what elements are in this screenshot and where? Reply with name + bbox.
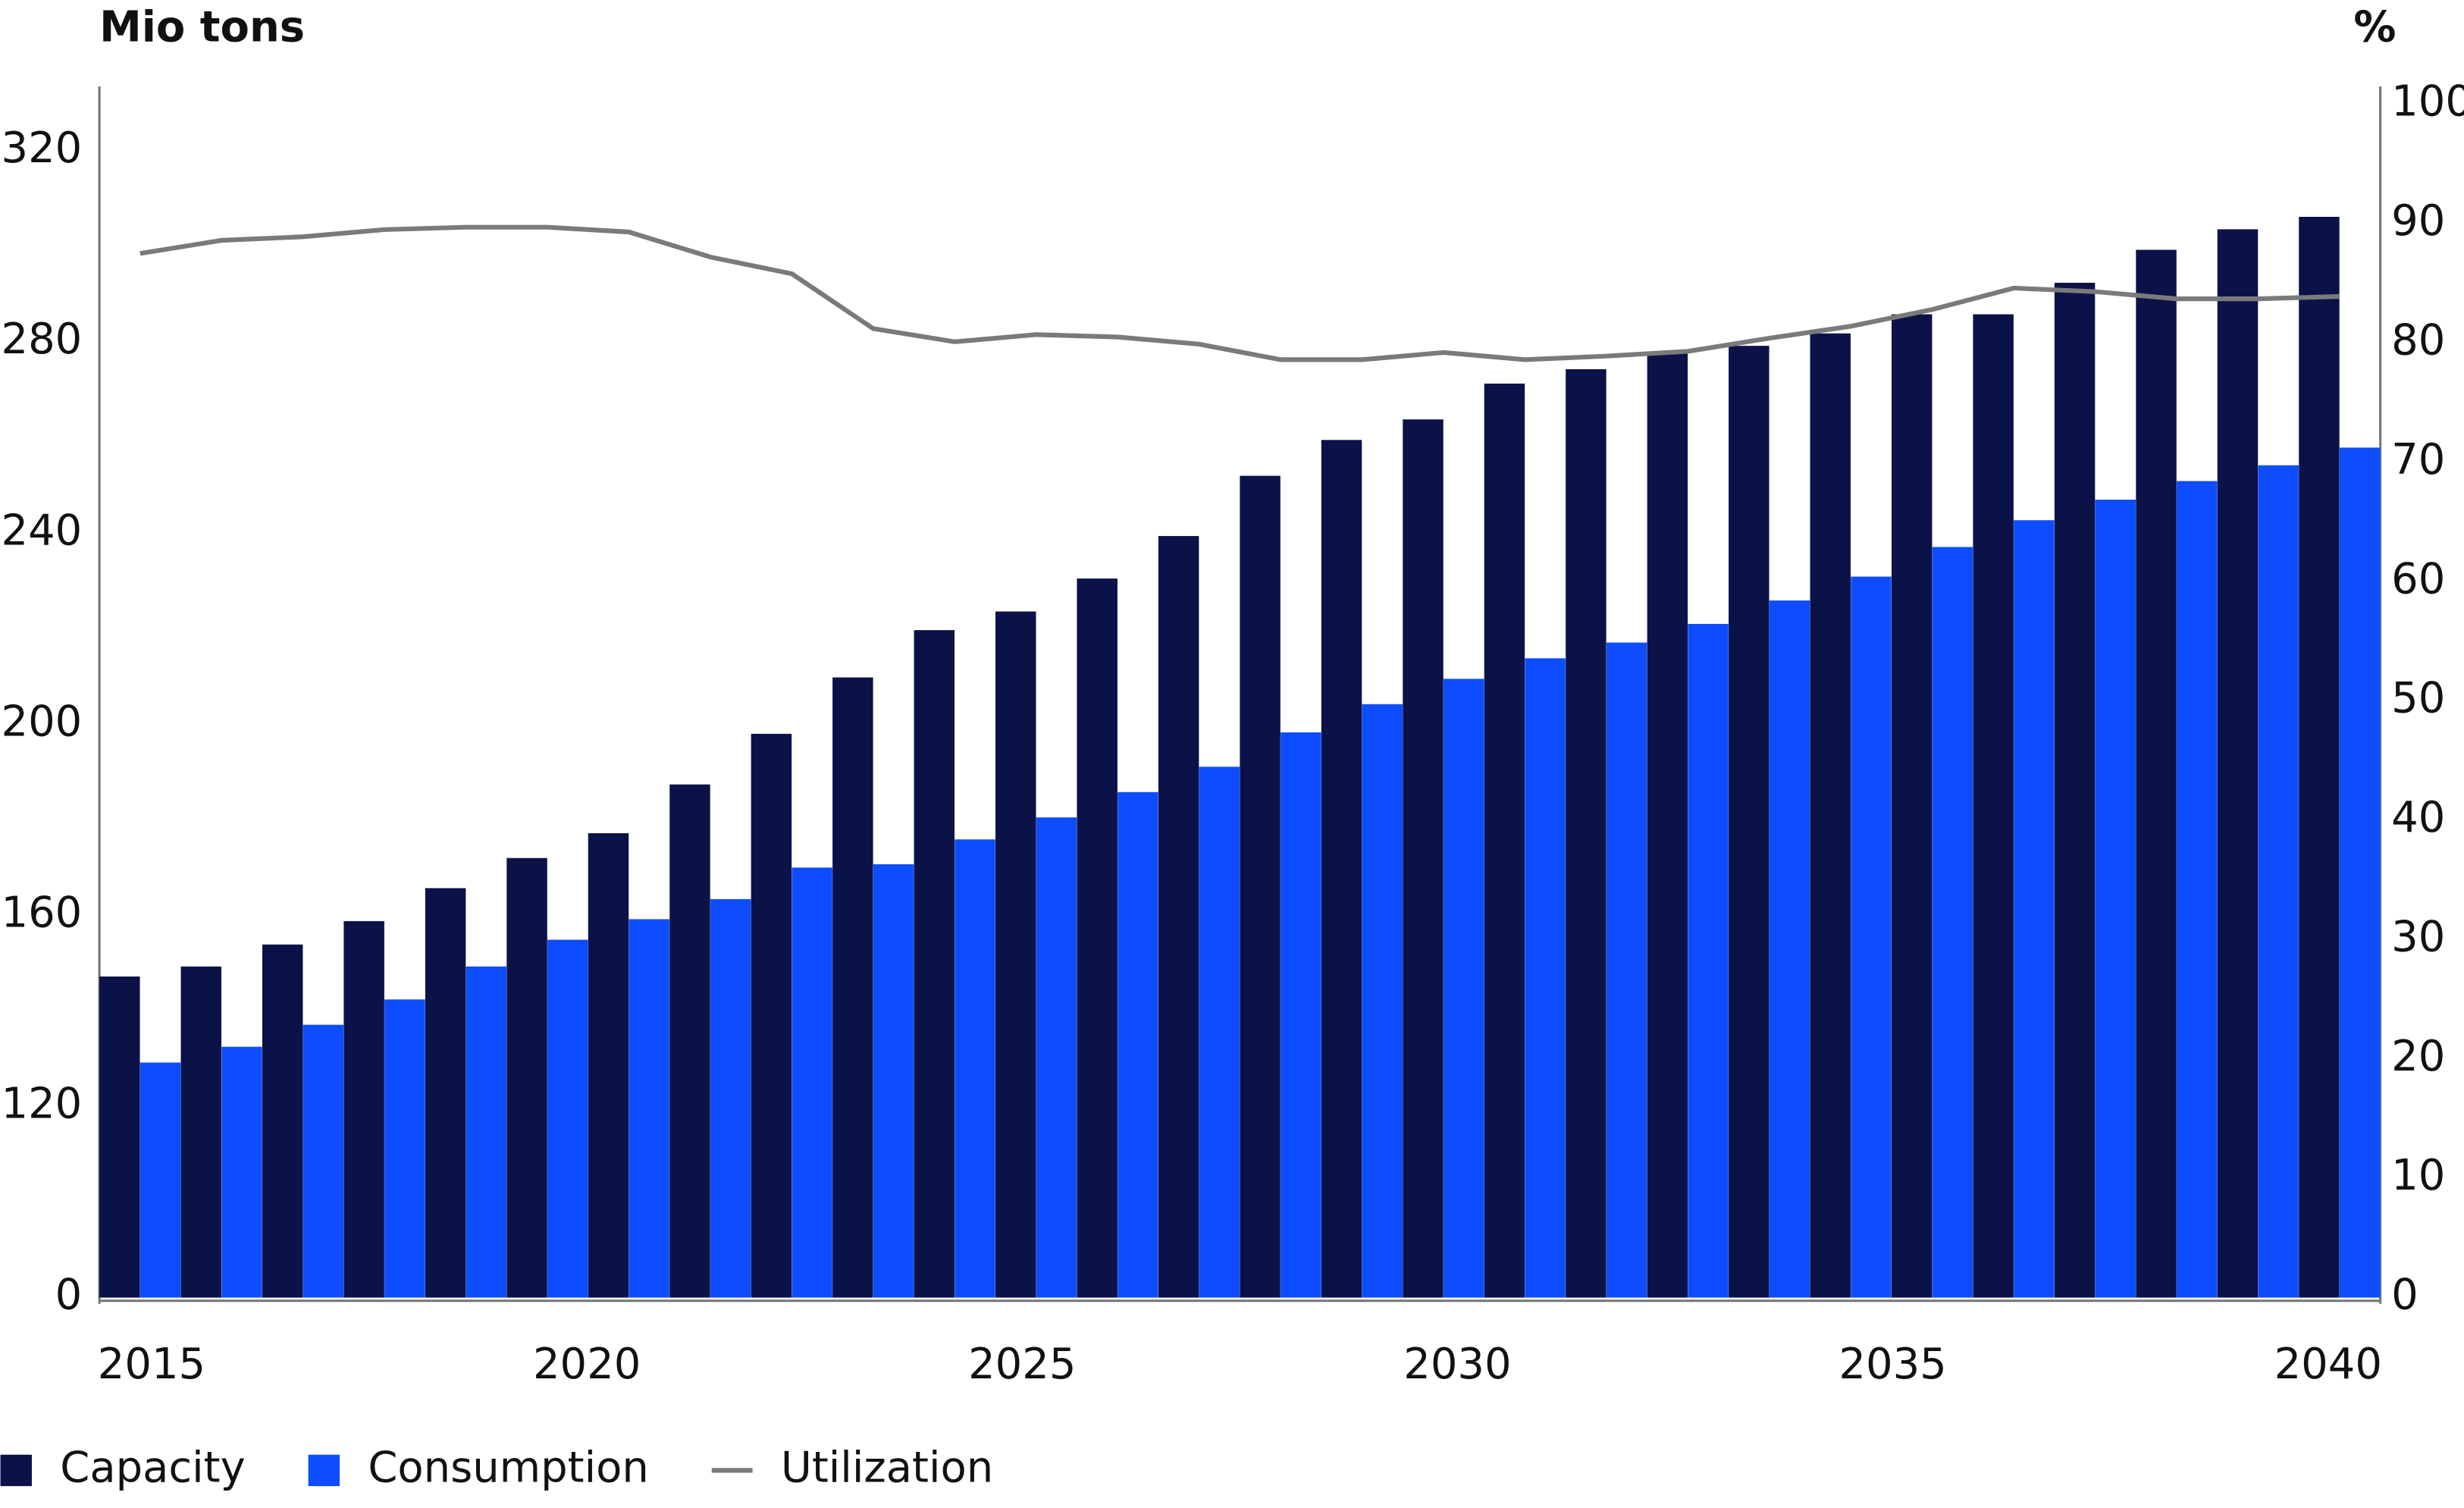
x-tick-label: 2040 — [2274, 1340, 2382, 1389]
bar — [710, 898, 751, 1298]
line — [140, 224, 2340, 362]
bar — [2258, 465, 2299, 1298]
bar — [1729, 346, 1770, 1298]
y-axis-title: Mio tons — [99, 2, 305, 52]
y2-tick-label: 0 — [2391, 1271, 2419, 1320]
bar — [751, 733, 792, 1298]
bar — [1525, 658, 1566, 1298]
bar — [1973, 314, 2014, 1298]
bar — [547, 939, 588, 1298]
legend-label: Capacity — [60, 1444, 245, 1493]
y-tick-label: 280 — [1, 315, 82, 364]
bar — [1647, 353, 1688, 1298]
bar — [1443, 679, 1484, 1298]
bar — [2299, 217, 2340, 1298]
bar — [1240, 475, 1281, 1298]
bar — [384, 999, 425, 1298]
bar — [2014, 520, 2055, 1298]
bar — [629, 919, 669, 1298]
y-tick-label: 0 — [55, 1271, 83, 1320]
bar — [1118, 792, 1158, 1298]
bar — [2217, 229, 2259, 1298]
bar — [99, 977, 140, 1298]
bar — [1566, 369, 1607, 1298]
legend-swatch — [308, 1454, 340, 1487]
y2-axis-title: % — [2353, 2, 2396, 52]
bar — [1403, 419, 1444, 1298]
y2-tick-label: 60 — [2391, 554, 2445, 604]
bar — [955, 839, 995, 1298]
y-tick-label: 320 — [1, 124, 82, 173]
bar — [221, 1046, 262, 1298]
y2-tick-label: 100 — [2391, 77, 2464, 127]
bar — [2339, 447, 2381, 1298]
bar — [1606, 642, 1647, 1298]
bar — [1077, 578, 1118, 1298]
bar — [2054, 282, 2096, 1298]
bar — [1199, 767, 1240, 1298]
y-tick-label: 160 — [1, 888, 82, 937]
legend-label: Utilization — [781, 1444, 993, 1493]
bar — [262, 944, 303, 1298]
y-tick-label: 240 — [1, 506, 82, 555]
bar — [1932, 547, 1973, 1298]
bar — [1769, 600, 1810, 1298]
legend-label: Consumption — [368, 1444, 648, 1493]
x-tick-label: 2035 — [1839, 1340, 1946, 1389]
bar — [792, 867, 832, 1298]
bar — [2095, 500, 2136, 1298]
bar — [180, 966, 221, 1298]
y2-tick-label: 20 — [2391, 1032, 2445, 1081]
x-tick-label: 2025 — [968, 1340, 1076, 1389]
x-tick-label: 2020 — [533, 1340, 641, 1389]
y2-tick-label: 40 — [2391, 793, 2445, 842]
bar — [1484, 383, 1525, 1298]
bar — [1362, 704, 1403, 1298]
bar — [425, 888, 466, 1298]
y2-tick-label: 50 — [2391, 674, 2445, 723]
bar — [2177, 481, 2218, 1298]
bar — [466, 966, 507, 1298]
bar — [832, 677, 873, 1298]
bar — [343, 920, 384, 1298]
bar — [2136, 249, 2177, 1298]
bar — [506, 857, 547, 1298]
x-tick-label: 2015 — [98, 1340, 205, 1389]
y-tick-label: 200 — [1, 697, 82, 746]
y2-tick-label: 30 — [2391, 912, 2445, 961]
y2-tick-label: 70 — [2391, 435, 2445, 484]
bar — [1688, 623, 1729, 1298]
bar — [1851, 576, 1892, 1298]
bar — [1281, 732, 1321, 1298]
y-tick-label: 120 — [1, 1080, 82, 1129]
bar — [1036, 817, 1077, 1298]
bar — [914, 630, 955, 1298]
bar — [303, 1024, 344, 1298]
bar — [1158, 535, 1199, 1298]
bar — [669, 784, 710, 1298]
bar — [1891, 314, 1933, 1298]
bar — [995, 611, 1036, 1298]
bar — [1810, 333, 1851, 1298]
bar — [588, 832, 629, 1298]
y2-tick-label: 10 — [2391, 1151, 2445, 1200]
bar — [1321, 440, 1362, 1298]
bar — [873, 864, 914, 1298]
y2-tick-label: 80 — [2391, 315, 2445, 365]
y2-tick-label: 90 — [2391, 196, 2445, 246]
legend-swatch — [0, 1454, 32, 1487]
bar — [140, 1062, 181, 1298]
x-tick-label: 2030 — [1403, 1340, 1511, 1389]
